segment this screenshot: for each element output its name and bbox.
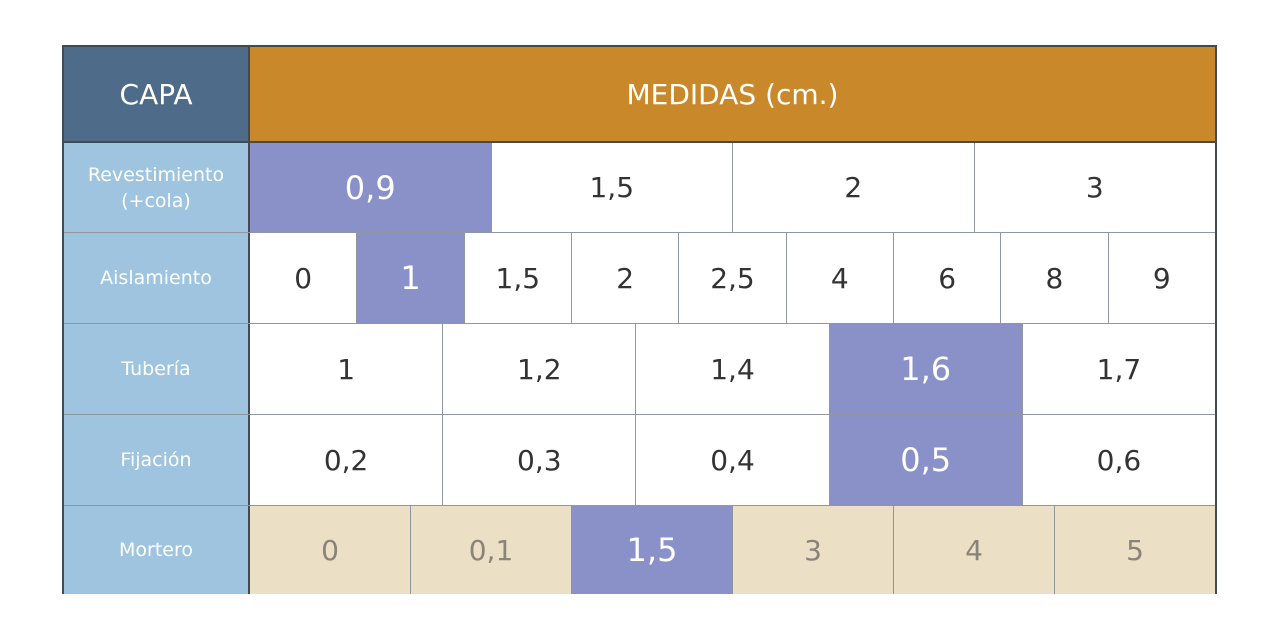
selected-value-cell[interactable]: 0,9 (250, 143, 492, 232)
value-cell[interactable]: 6 (893, 233, 1002, 323)
value-cell[interactable]: 4 (894, 506, 1055, 594)
selected-value-cell[interactable]: 0,5 (829, 415, 1023, 505)
value-cell[interactable]: 8 (1001, 233, 1109, 323)
row-label-revestimiento: Revestimiento (+cola) (64, 143, 250, 232)
value-cell[interactable]: 1,2 (443, 324, 637, 414)
value-cell[interactable]: 3 (974, 143, 1215, 232)
value-cell[interactable]: 1,7 (1022, 324, 1216, 414)
cells-revestimiento: 0,9 1,5 2 3 (250, 143, 1215, 232)
value-cell[interactable]: 0,2 (250, 415, 444, 505)
value-cell[interactable]: 0,1 (411, 506, 572, 594)
value-cell[interactable]: 0 (250, 506, 411, 594)
cells-tuberia: 1 1,2 1,4 1,6 1,7 (250, 324, 1216, 414)
row-aislamiento: Aislamiento 0 1 1,5 2 2,5 4 6 8 9 (64, 233, 1215, 324)
measures-table: CAPA MEDIDAS (cm.) Revestimiento (+cola)… (62, 45, 1217, 594)
selected-value-cell[interactable]: 1,6 (829, 324, 1023, 414)
row-revestimiento: Revestimiento (+cola) 0,9 1,5 2 3 (64, 143, 1215, 233)
row-label-aislamiento: Aislamiento (64, 233, 250, 323)
value-cell[interactable]: 3 (733, 506, 894, 594)
row-label-fijacion: Fijación (64, 415, 250, 505)
layer-column-header: CAPA (64, 47, 250, 141)
selected-value-cell[interactable]: 1,5 (572, 506, 733, 594)
value-cell[interactable]: 0,3 (443, 415, 637, 505)
measures-column-header: MEDIDAS (cm.) (250, 47, 1215, 141)
value-cell[interactable]: 4 (786, 233, 894, 323)
row-label-mortero: Mortero (64, 506, 250, 594)
cells-fijacion: 0,2 0,3 0,4 0,5 0,6 (250, 415, 1216, 505)
row-tuberia: Tubería 1 1,2 1,4 1,6 1,7 (64, 324, 1216, 415)
value-cell[interactable]: 1 (250, 324, 444, 414)
value-cell[interactable]: 9 (1108, 233, 1215, 323)
value-cell[interactable]: 2 (571, 233, 680, 323)
table-header-row: CAPA MEDIDAS (cm.) (64, 47, 1215, 143)
cells-mortero: 0 0,1 1,5 3 4 5 (250, 506, 1215, 594)
value-cell[interactable]: 2,5 (679, 233, 787, 323)
selected-value-cell[interactable]: 1 (357, 233, 465, 323)
value-cell[interactable]: 0 (250, 233, 358, 323)
row-fijacion: Fijación 0,2 0,3 0,4 0,5 0,6 (64, 415, 1216, 506)
value-cell[interactable]: 1,5 (491, 143, 733, 232)
value-cell[interactable]: 5 (1055, 506, 1215, 594)
table-body: Revestimiento (+cola) 0,9 1,5 2 3 Aislam… (64, 143, 1216, 594)
value-cell[interactable]: 0,4 (636, 415, 830, 505)
row-mortero: Mortero 0 0,1 1,5 3 4 5 (64, 506, 1215, 594)
value-cell[interactable]: 0,6 (1022, 415, 1216, 505)
cells-aislamiento: 0 1 1,5 2 2,5 4 6 8 9 (250, 233, 1215, 323)
value-cell[interactable]: 2 (733, 143, 975, 232)
row-label-tuberia: Tubería (64, 324, 250, 414)
value-cell[interactable]: 1,4 (636, 324, 830, 414)
value-cell[interactable]: 1,5 (464, 233, 572, 323)
